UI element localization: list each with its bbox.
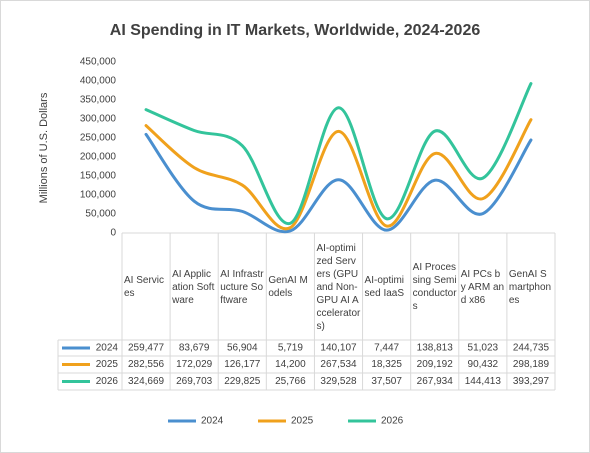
y-tick-label: 400,000 — [80, 76, 117, 87]
category-cell: AI Infrastructure Software — [220, 268, 264, 306]
chart-title: AI Spending in IT Markets, Worldwide, 20… — [110, 22, 481, 39]
table-row-label: 2024 — [96, 343, 119, 354]
table-cell: 56,904 — [227, 343, 258, 354]
table-cell: 269,703 — [176, 376, 213, 387]
table-row-label: 2025 — [96, 359, 119, 370]
line-series — [144, 82, 533, 225]
table-cell: 14,200 — [275, 359, 306, 370]
x-tick-label: GenAI Models — [268, 275, 308, 299]
category-cell: AI Services — [124, 275, 165, 299]
table-cell: 5,719 — [278, 343, 303, 354]
table-cell: 18,325 — [371, 359, 402, 370]
y-tick-label: 0 — [110, 228, 116, 239]
y-tick-label: 450,000 — [80, 57, 117, 68]
table-cell: 267,934 — [417, 376, 454, 387]
table-cell: 90,432 — [468, 359, 499, 370]
category-cell: GenAI Models — [268, 275, 308, 299]
y-tick-label: 250,000 — [80, 133, 117, 144]
table-cell: 267,534 — [320, 359, 357, 370]
x-tick-label: AI PCs by ARM and x86 — [460, 268, 505, 306]
x-tick-label: AI Application Software — [172, 268, 215, 306]
category-cell: AI-optimized Servers (GPU and Non-GPU AI… — [316, 242, 361, 332]
table-cell: 229,825 — [224, 376, 261, 387]
y-axis-label: Millions of U.S. Dollars — [38, 92, 50, 203]
y-tick-label: 100,000 — [80, 190, 117, 201]
table-cell: 51,023 — [468, 343, 499, 354]
y-tick-label: 300,000 — [80, 114, 117, 125]
table-cell: 244,735 — [513, 343, 550, 354]
table-cell: 282,556 — [128, 359, 165, 370]
y-tick-label: 200,000 — [80, 152, 117, 163]
y-tick-label: 50,000 — [85, 209, 116, 220]
table-cell: 37,507 — [371, 376, 402, 387]
legend-label: 2025 — [291, 416, 314, 427]
x-tick-label: AI-optimized Servers (GPU and Non-GPU AI… — [316, 242, 361, 332]
table-cell: 298,189 — [513, 359, 550, 370]
category-cell: GenAI Smartphones — [508, 268, 552, 306]
category-cell: AI Processing Semiconductors — [412, 262, 457, 312]
line-series — [144, 132, 533, 234]
category-cell: AI Application Software — [172, 268, 215, 306]
x-tick-label: AI Services — [124, 275, 165, 299]
table-row-label: 2026 — [96, 376, 119, 387]
x-tick-label: GenAI Smartphones — [508, 268, 552, 306]
table-cell: 7,447 — [374, 343, 399, 354]
table-cell: 259,477 — [128, 343, 165, 354]
y-tick-label: 350,000 — [80, 95, 117, 106]
x-tick-label: AI Processing Semiconductors — [412, 262, 457, 312]
table-cell: 83,679 — [179, 343, 210, 354]
x-tick-label: AI-optimised IaaS — [364, 275, 405, 299]
category-cell: AI-optimised IaaS — [364, 275, 405, 299]
table-cell: 329,528 — [320, 376, 357, 387]
legend-label: 2026 — [381, 416, 404, 427]
x-tick-label: AI Infrastructure Software — [220, 268, 264, 306]
table-cell: 140,107 — [320, 343, 357, 354]
category-cell: AI PCs by ARM and x86 — [460, 268, 505, 306]
table-cell: 126,177 — [224, 359, 261, 370]
table-cell: 144,413 — [465, 376, 502, 387]
table-cell: 138,813 — [417, 343, 454, 354]
table-cell: 209,192 — [417, 359, 454, 370]
legend-label: 2024 — [201, 416, 224, 427]
table-cell: 324,669 — [128, 376, 165, 387]
table-cell: 172,029 — [176, 359, 213, 370]
table-cell: 393,297 — [513, 376, 550, 387]
y-tick-label: 150,000 — [80, 171, 117, 182]
table-cell: 25,766 — [275, 376, 306, 387]
line-series — [144, 118, 533, 231]
